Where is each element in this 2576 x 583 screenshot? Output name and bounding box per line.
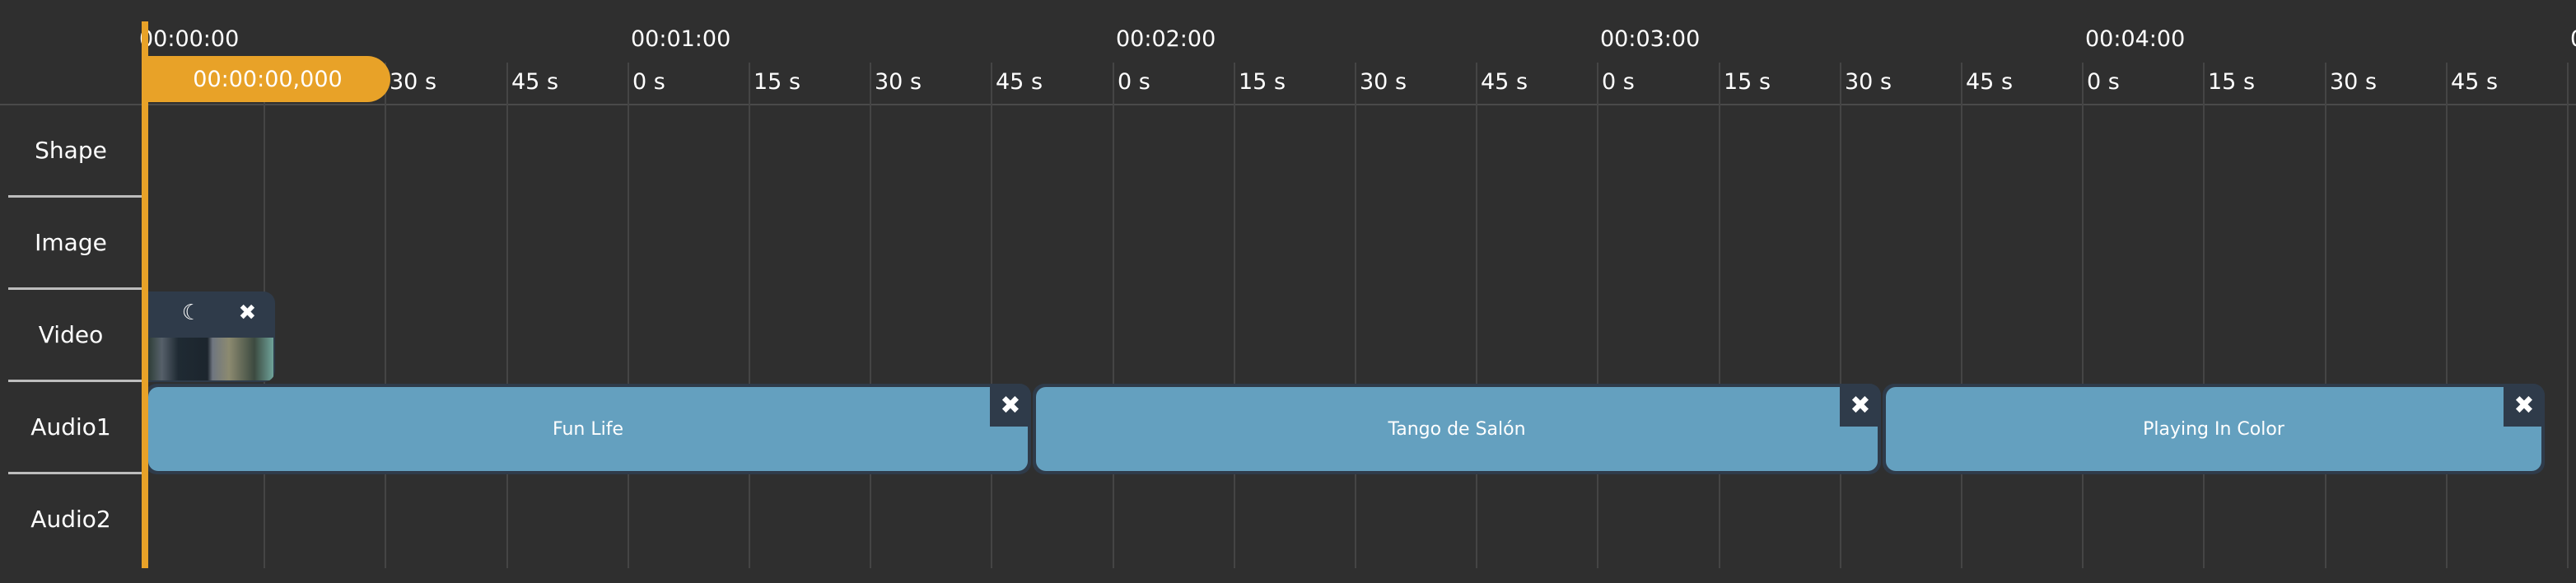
track-label-video: Video: [38, 320, 104, 348]
ruler-tick: [1355, 63, 1356, 104]
second-label: 15 s: [1724, 69, 1771, 95]
ruler-tick: [2567, 63, 2569, 104]
gridline: [2325, 104, 2326, 568]
track-separator: [8, 287, 142, 290]
ruler-divider: [0, 104, 2576, 105]
gridline: [1597, 104, 1598, 568]
minute-label: 00:02:00: [1116, 26, 1216, 52]
gridline: [2567, 104, 2569, 568]
ruler-tick: [870, 63, 871, 104]
playhead-time-badge[interactable]: 00:00:00,000: [145, 56, 390, 102]
close-icon[interactable]: ✖: [1840, 384, 1881, 427]
video-clip[interactable]: ☾ ✖: [147, 292, 275, 382]
track-separator: [8, 380, 142, 382]
minute-label: 00:00:00: [139, 26, 240, 52]
ruler-tick: [1234, 63, 1235, 104]
second-label: 15 s: [754, 69, 801, 95]
ruler-tick: [2446, 63, 2448, 104]
track-label-audio2: Audio2: [30, 505, 111, 533]
second-label: 15 s: [1239, 69, 1286, 95]
close-icon[interactable]: ✖: [238, 301, 257, 325]
gridline: [870, 104, 871, 568]
second-label: 0 s: [2087, 69, 2120, 95]
gridline: [1719, 104, 1720, 568]
ruler-tick: [628, 63, 629, 104]
second-label: 0 s: [1118, 69, 1150, 95]
second-label: 45 s: [1481, 69, 1528, 95]
ruler-tick: [1840, 63, 1841, 104]
second-label: 0 s: [632, 69, 665, 95]
gridline: [2082, 104, 2084, 568]
ruler-tick: [1113, 63, 1114, 104]
track-separator: [8, 472, 142, 474]
ruler-tick: [506, 63, 508, 104]
ruler-tick: [2203, 63, 2205, 104]
second-label: 45 s: [2451, 69, 2499, 95]
second-label: 45 s: [511, 69, 559, 95]
audio-clip-title: Tango de Salón: [1036, 387, 1878, 471]
second-label: 30 s: [390, 69, 437, 95]
audio-clip-playing-in-color[interactable]: Playing In Color ✖: [1883, 384, 2545, 474]
gridline: [749, 104, 750, 568]
second-label: 30 s: [1360, 69, 1407, 95]
ruler-tick: [991, 63, 992, 104]
gridline: [1840, 104, 1841, 568]
second-label: 0 s: [1602, 69, 1635, 95]
track-separator: [8, 195, 142, 198]
minute-label: 00:04:00: [2085, 26, 2186, 52]
track-label-shape: Shape: [35, 136, 107, 164]
gridline: [385, 104, 386, 568]
close-icon[interactable]: ✖: [990, 384, 1031, 427]
audio-clip-tango-de-salon[interactable]: Tango de Salón ✖: [1033, 384, 1881, 474]
gridline: [2203, 104, 2205, 568]
second-label: 30 s: [2330, 69, 2378, 95]
gridline: [1113, 104, 1114, 568]
gridline: [628, 104, 629, 568]
ruler-tick: [1476, 63, 1477, 104]
gridline: [991, 104, 992, 568]
minute-label: 00:01:00: [631, 26, 731, 52]
audio-clip-title: Fun Life: [148, 387, 1028, 471]
second-label: 30 s: [1845, 69, 1892, 95]
video-thumbnail: [147, 338, 273, 380]
track-label-image: Image: [35, 228, 107, 256]
audio-clip-title: Playing In Color: [1886, 387, 2541, 471]
gridline: [506, 104, 508, 568]
minute-label: 00:05:00: [2570, 26, 2576, 52]
minute-label: 00:03:00: [1600, 26, 1701, 52]
ruler-tick: [2325, 63, 2326, 104]
second-label: 30 s: [875, 69, 922, 95]
second-label: 15 s: [2208, 69, 2256, 95]
ruler-tick: [749, 63, 750, 104]
ruler-tick: [1961, 63, 1962, 104]
moon-icon[interactable]: ☾: [181, 301, 202, 325]
second-label: 45 s: [1966, 69, 2014, 95]
close-icon[interactable]: ✖: [2504, 384, 2545, 427]
gridline: [1234, 104, 1235, 568]
ruler-tick: [2082, 63, 2084, 104]
ruler-tick: [1719, 63, 1720, 104]
video-clip-toolbar: ☾ ✖: [147, 292, 275, 334]
gridline: [1355, 104, 1356, 568]
audio-clip-fun-life[interactable]: Fun Life ✖: [145, 384, 1031, 474]
second-label: 45 s: [996, 69, 1043, 95]
playhead[interactable]: [142, 21, 148, 568]
gridline: [2446, 104, 2448, 568]
ruler-tick: [1597, 63, 1598, 104]
track-label-audio1: Audio1: [30, 413, 111, 441]
gridline: [1476, 104, 1477, 568]
gridline: [1961, 104, 1962, 568]
